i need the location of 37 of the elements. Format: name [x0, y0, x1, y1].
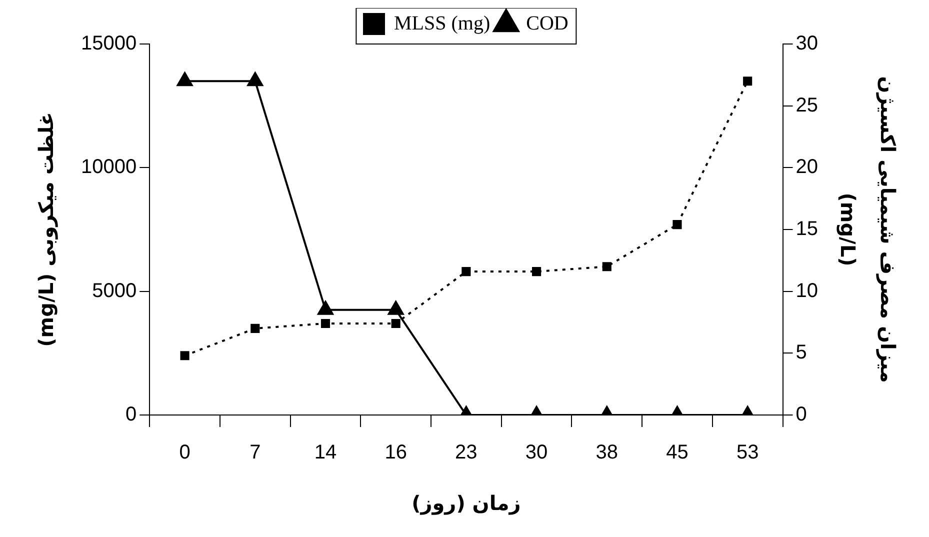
point	[532, 267, 542, 276]
point	[318, 300, 334, 315]
y2-tick-label: 5	[796, 342, 807, 364]
x-tick-label: 30	[525, 442, 548, 464]
point	[250, 324, 260, 333]
y-tick-label: 15000	[80, 32, 137, 55]
point	[176, 72, 193, 86]
x-tick-label: 23	[455, 442, 478, 464]
x-tick-label: 7	[250, 442, 261, 464]
legend-label: MLSS (mg)	[394, 12, 490, 34]
x-tick-label: 0	[179, 442, 190, 464]
point	[320, 318, 330, 328]
point	[602, 262, 612, 272]
point	[672, 220, 682, 230]
y2-tick-label: 10	[796, 280, 818, 302]
x-tick-label: 16	[384, 442, 407, 464]
x-axis-title: زمان (روز)	[412, 491, 521, 516]
point	[247, 72, 264, 86]
y-tick-label: 10000	[80, 156, 137, 178]
y2-tick-label: 30	[796, 32, 818, 55]
x-tick-label: 53	[736, 442, 759, 464]
point	[743, 76, 752, 86]
point	[180, 351, 190, 360]
y-tick-label: 0	[125, 404, 137, 426]
point	[391, 318, 400, 328]
legend-label: COD	[526, 12, 568, 34]
y-axis-title: غلظت میکروبی (mg/L)	[34, 112, 58, 347]
y2-tick-label: 15	[796, 218, 818, 240]
y2-tick-label: 20	[796, 156, 818, 178]
y2-tick-label: 25	[796, 94, 818, 116]
point	[462, 267, 471, 276]
y2-tick-label: 0	[796, 404, 807, 426]
point	[388, 300, 404, 315]
x-tick-label: 38	[596, 442, 618, 464]
y-tick-label: 5000	[92, 280, 137, 302]
x-tick-label: 14	[314, 442, 337, 464]
x-tick-label: 45	[666, 442, 688, 464]
